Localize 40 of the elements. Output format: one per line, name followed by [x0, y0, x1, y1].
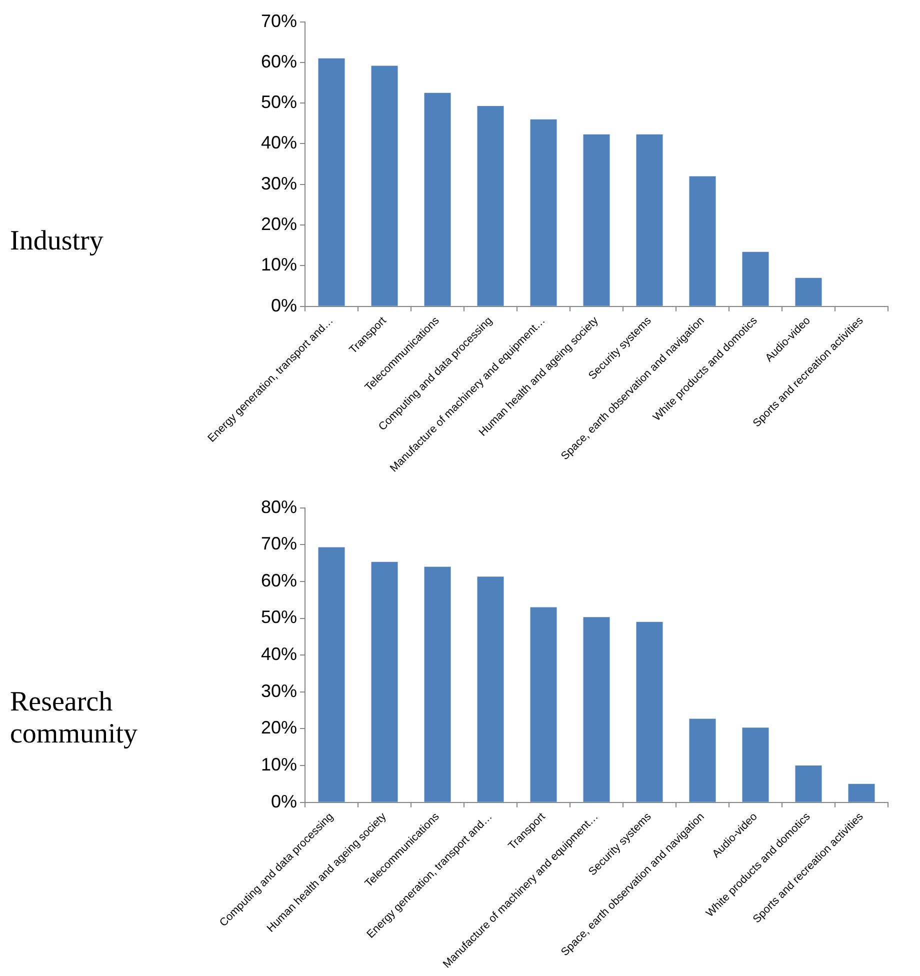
bar [689, 718, 716, 802]
bar [636, 622, 663, 802]
y-tick-label: 10% [260, 754, 298, 774]
bar [583, 134, 610, 306]
y-tick-label: 20% [260, 718, 298, 738]
y-tick-label: 70% [260, 534, 298, 554]
y-tick-label: 30% [260, 680, 298, 701]
bar [689, 176, 716, 306]
y-tick-label: 50% [260, 92, 298, 112]
bar [371, 562, 398, 802]
bar [742, 252, 769, 306]
y-tick-label: 0% [271, 295, 298, 316]
bar [636, 134, 663, 306]
bar [424, 566, 451, 802]
text: Industry [10, 225, 104, 256]
y-tick-label: 40% [260, 644, 298, 664]
y-tick-label: 20% [260, 214, 298, 234]
y-tick-label: 30% [260, 173, 298, 194]
bar [742, 728, 769, 802]
y-tick-label: 0% [271, 791, 298, 812]
bar [795, 278, 822, 306]
bar [371, 66, 398, 306]
bar [530, 119, 557, 306]
y-tick-label: 50% [260, 607, 298, 628]
y-tick-label: 80% [260, 496, 298, 517]
y-tick-label: 70% [260, 10, 298, 31]
bar [795, 766, 822, 802]
y-tick-label: 10% [260, 254, 298, 275]
bar [530, 607, 557, 802]
y-tick-label: 60% [260, 570, 298, 590]
bar [583, 617, 610, 802]
bar [424, 92, 451, 306]
bar [318, 58, 345, 306]
y-tick-label: 60% [260, 51, 298, 72]
bar [477, 106, 504, 306]
bar [848, 784, 875, 802]
text: Research community [10, 686, 138, 750]
y-tick-label: 40% [260, 132, 298, 153]
bar [477, 576, 504, 802]
bar [318, 547, 345, 802]
